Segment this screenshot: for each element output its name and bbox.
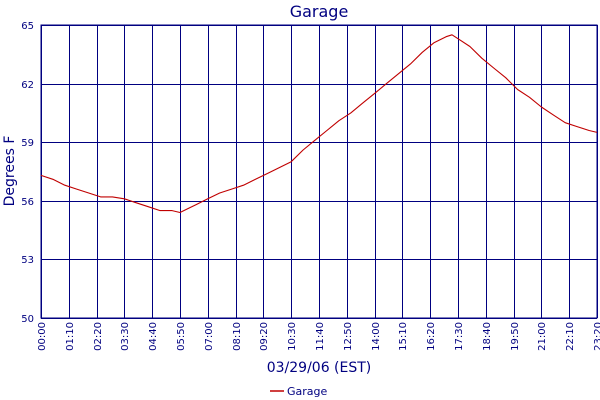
x-tick-label: 14:00 [371, 322, 382, 351]
y-tick-labels: 50 53 56 59 62 65 [21, 21, 34, 325]
legend: Garage [270, 385, 328, 398]
x-tick-label: 02:20 [93, 322, 104, 351]
grid-layer [41, 25, 598, 319]
x-tick-label: 22:10 [565, 322, 576, 351]
y-tick-label: 59 [21, 138, 34, 149]
x-tick-label: 09:20 [259, 322, 270, 351]
legend-label-garage: Garage [287, 385, 328, 398]
y-axis-label: Degrees F [2, 136, 18, 207]
x-tick-label: 21:00 [537, 322, 548, 351]
x-tick-label: 18:40 [482, 322, 493, 351]
y-tick-label: 65 [21, 21, 34, 32]
x-tick-label: 03:30 [120, 322, 131, 351]
x-tick-label: 04:40 [148, 322, 159, 351]
x-tick-label: 17:30 [454, 322, 465, 351]
x-tick-labels: 00:00 01:10 02:20 03:30 04:40 05:50 07:00 08:10… [37, 322, 600, 351]
y-tick-label: 56 [21, 197, 34, 208]
y-tick-label: 62 [21, 80, 34, 91]
series-layer [40, 34, 598, 214]
x-tick-label: 23:20 [593, 322, 600, 351]
plot-frame [40, 24, 598, 319]
x-tick-label: 15:10 [398, 322, 409, 351]
x-axis-label: 03/29/06 (EST) [267, 360, 372, 376]
chart-title: Garage [290, 2, 349, 21]
x-tick-label: 01:10 [65, 322, 76, 351]
x-tick-label: 05:50 [176, 322, 187, 351]
x-tick-label: 16:20 [426, 322, 437, 351]
x-tick-label: 12:50 [343, 322, 354, 351]
x-tick-label: 19:50 [510, 322, 521, 351]
x-tick-label: 08:10 [232, 322, 243, 351]
x-tick-label: 07:00 [204, 322, 215, 351]
series-line-garage [40, 34, 598, 214]
x-tick-label: 11:40 [315, 322, 326, 351]
x-tick-label: 10:30 [287, 322, 298, 351]
x-tick-label: 00:00 [37, 322, 48, 351]
y-tick-label: 50 [21, 314, 34, 325]
y-tick-label: 53 [21, 255, 34, 266]
